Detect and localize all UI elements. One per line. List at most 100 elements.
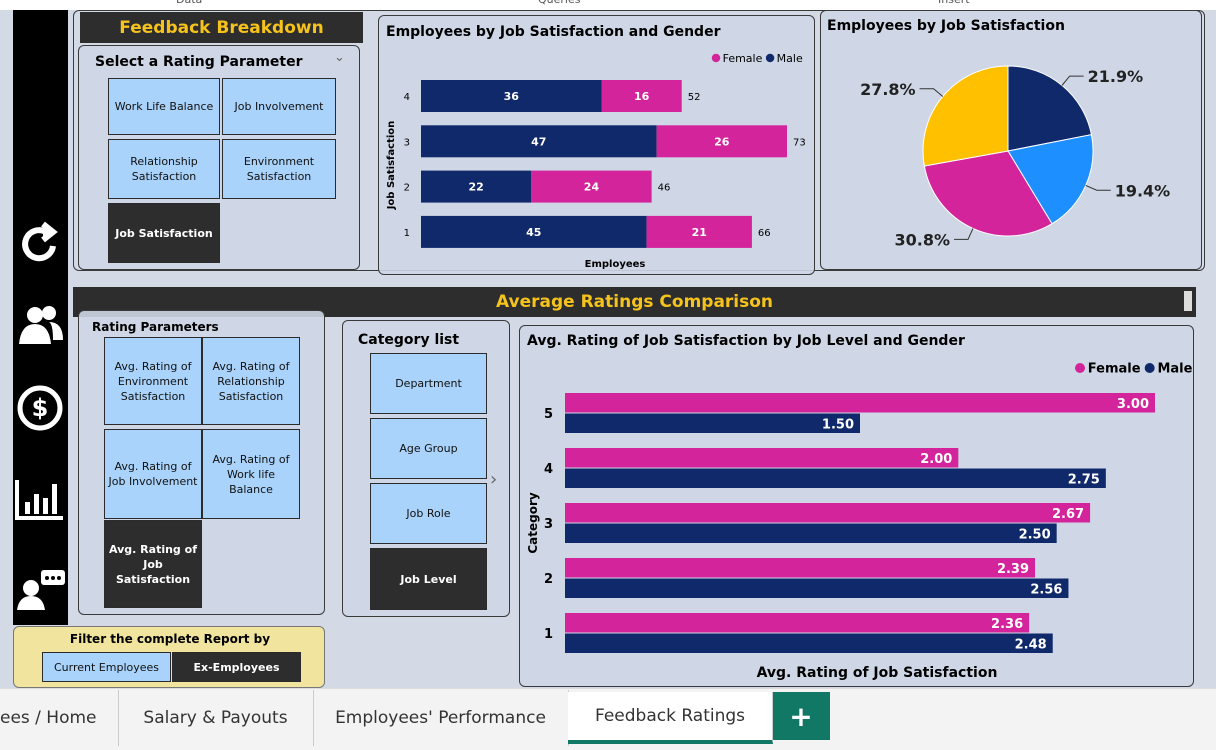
panel-title: Select a Rating Parameter (95, 54, 303, 70)
option-button[interactable]: Avg. Rating of Job Involvement (104, 429, 202, 519)
ribbon-tab[interactable]: Insert (938, 0, 970, 6)
option-button[interactable]: Department (370, 353, 487, 414)
parameter-panel: Select a Rating Parameter ⌄ Work Life Ba… (78, 45, 360, 270)
data-label: 36 (504, 90, 520, 103)
bar (565, 613, 1030, 633)
data-label: 47 (531, 135, 546, 148)
legend-marker (765, 53, 775, 63)
scroll-arrow[interactable]: › (490, 469, 498, 490)
bar (565, 448, 959, 468)
legend-marker (1075, 363, 1085, 373)
data-label: 2.48 (1015, 638, 1047, 653)
option-button[interactable]: Age Group (370, 418, 487, 479)
option-button[interactable]: Avg. Rating of Job Satisfaction (104, 520, 202, 608)
refresh-icon[interactable] (22, 221, 58, 262)
leader-line (1085, 184, 1111, 191)
page-tab[interactable]: Employees' Performance (313, 690, 569, 746)
bar (601, 80, 682, 112)
page-tab[interactable]: Salary & Payouts (118, 690, 314, 746)
chart-title: Employees by Job Satisfaction and Gender (386, 24, 721, 40)
bar (565, 393, 1155, 413)
data-label: 21.9% (1088, 67, 1144, 86)
y-tick-label: 4 (544, 462, 553, 477)
data-label: 45 (526, 226, 541, 239)
data-label: 24 (584, 181, 600, 194)
add-tab[interactable]: + (772, 692, 830, 740)
page-tab[interactable]: ees / Home (0, 690, 119, 746)
filter-panel: Filter the complete Report by Current Em… (13, 626, 325, 688)
option-button[interactable]: Avg. Rating of Environment Satisfaction (104, 337, 202, 425)
page-tab[interactable]: Feedback Ratings (568, 692, 773, 744)
filter-title: Filter the complete Report by (69, 632, 271, 646)
option-button[interactable]: Job Role (370, 483, 487, 544)
leader-line (1061, 75, 1084, 86)
y-tick-label: 1 (404, 228, 410, 239)
y-tick-label: 3 (404, 137, 410, 148)
x-axis-label: Avg. Rating of Job Satisfaction (757, 665, 998, 681)
ribbon: Data Queries Insert (0, 0, 1216, 10)
total-label: 46 (658, 183, 671, 194)
dollar-icon[interactable]: $ (17, 385, 63, 431)
data-label: 3.00 (1117, 397, 1149, 412)
ribbon-tab[interactable]: Queries (538, 0, 580, 6)
option-button[interactable]: Environment Satisfaction (222, 139, 336, 199)
data-label: 2.56 (1030, 583, 1062, 598)
leader-line (919, 88, 944, 97)
y-tick-label: 4 (404, 92, 410, 103)
data-label: 26 (714, 135, 730, 148)
bar (565, 468, 1106, 488)
y-axis-label: Category (526, 492, 540, 554)
feedback-icon[interactable] (17, 570, 65, 610)
option-button[interactable]: Work Life Balance (108, 78, 220, 135)
leader-line (954, 228, 974, 240)
option-button[interactable]: Job Level (370, 548, 487, 610)
bar (656, 125, 787, 158)
pie-slice (922, 65, 1009, 167)
category-panel: Category list › Department Age Group Job R… (342, 320, 510, 617)
data-label: 16 (634, 90, 650, 103)
y-tick-label: 2 (404, 183, 410, 194)
data-label: 2.67 (1052, 507, 1084, 522)
bar (565, 578, 1069, 598)
y-axis-label: Job Satisfaction (386, 121, 397, 211)
bar (565, 523, 1057, 543)
legend-label: Male (777, 52, 803, 65)
option-button[interactable]: Current Employees (42, 652, 171, 682)
sidebar: $ (13, 10, 68, 625)
bar (421, 80, 602, 112)
legend-label: Female (723, 52, 763, 65)
bar (421, 125, 657, 158)
bar (646, 215, 752, 248)
sidebar-icons: $ (15, 221, 65, 610)
data-label: 2.75 (1068, 473, 1100, 488)
bar (421, 170, 532, 203)
svg-text:$: $ (32, 394, 49, 422)
panel-title: Rating Parameters (92, 320, 219, 334)
data-label: 27.8% (860, 80, 916, 99)
option-button[interactable]: Avg. Rating of Work life Balance (202, 429, 300, 519)
y-tick-label: 3 (544, 517, 553, 532)
bar (531, 170, 652, 203)
data-label: 21 (692, 226, 707, 239)
data-label: 1.50 (822, 418, 854, 433)
dropdown-chevron[interactable]: ⌄ (334, 50, 345, 65)
chart-title: Avg. Rating of Job Satisfaction by Job L… (527, 333, 965, 349)
option-button[interactable]: Relationship Satisfaction (108, 139, 220, 199)
section-header: Feedback Breakdown (80, 12, 363, 43)
data-label: 2.00 (920, 452, 952, 467)
chart-icon[interactable] (15, 480, 63, 520)
scrollbar[interactable] (1184, 291, 1192, 311)
data-label: 2.50 (1019, 528, 1051, 543)
ribbon-tab[interactable]: Data (176, 0, 202, 6)
option-button[interactable]: Avg. Rating of Relationship Satisfaction (202, 337, 300, 425)
total-label: 73 (793, 137, 806, 148)
option-button[interactable]: Job Involvement (222, 78, 336, 135)
x-axis-label: Employees (585, 259, 646, 270)
option-button[interactable]: Ex-Employees (172, 652, 301, 682)
people-icon[interactable] (19, 306, 63, 344)
data-label: 30.8% (895, 230, 951, 249)
data-label: 2.39 (997, 562, 1029, 577)
option-button[interactable]: Job Satisfaction (108, 203, 220, 263)
y-tick-label: 5 (544, 407, 553, 422)
